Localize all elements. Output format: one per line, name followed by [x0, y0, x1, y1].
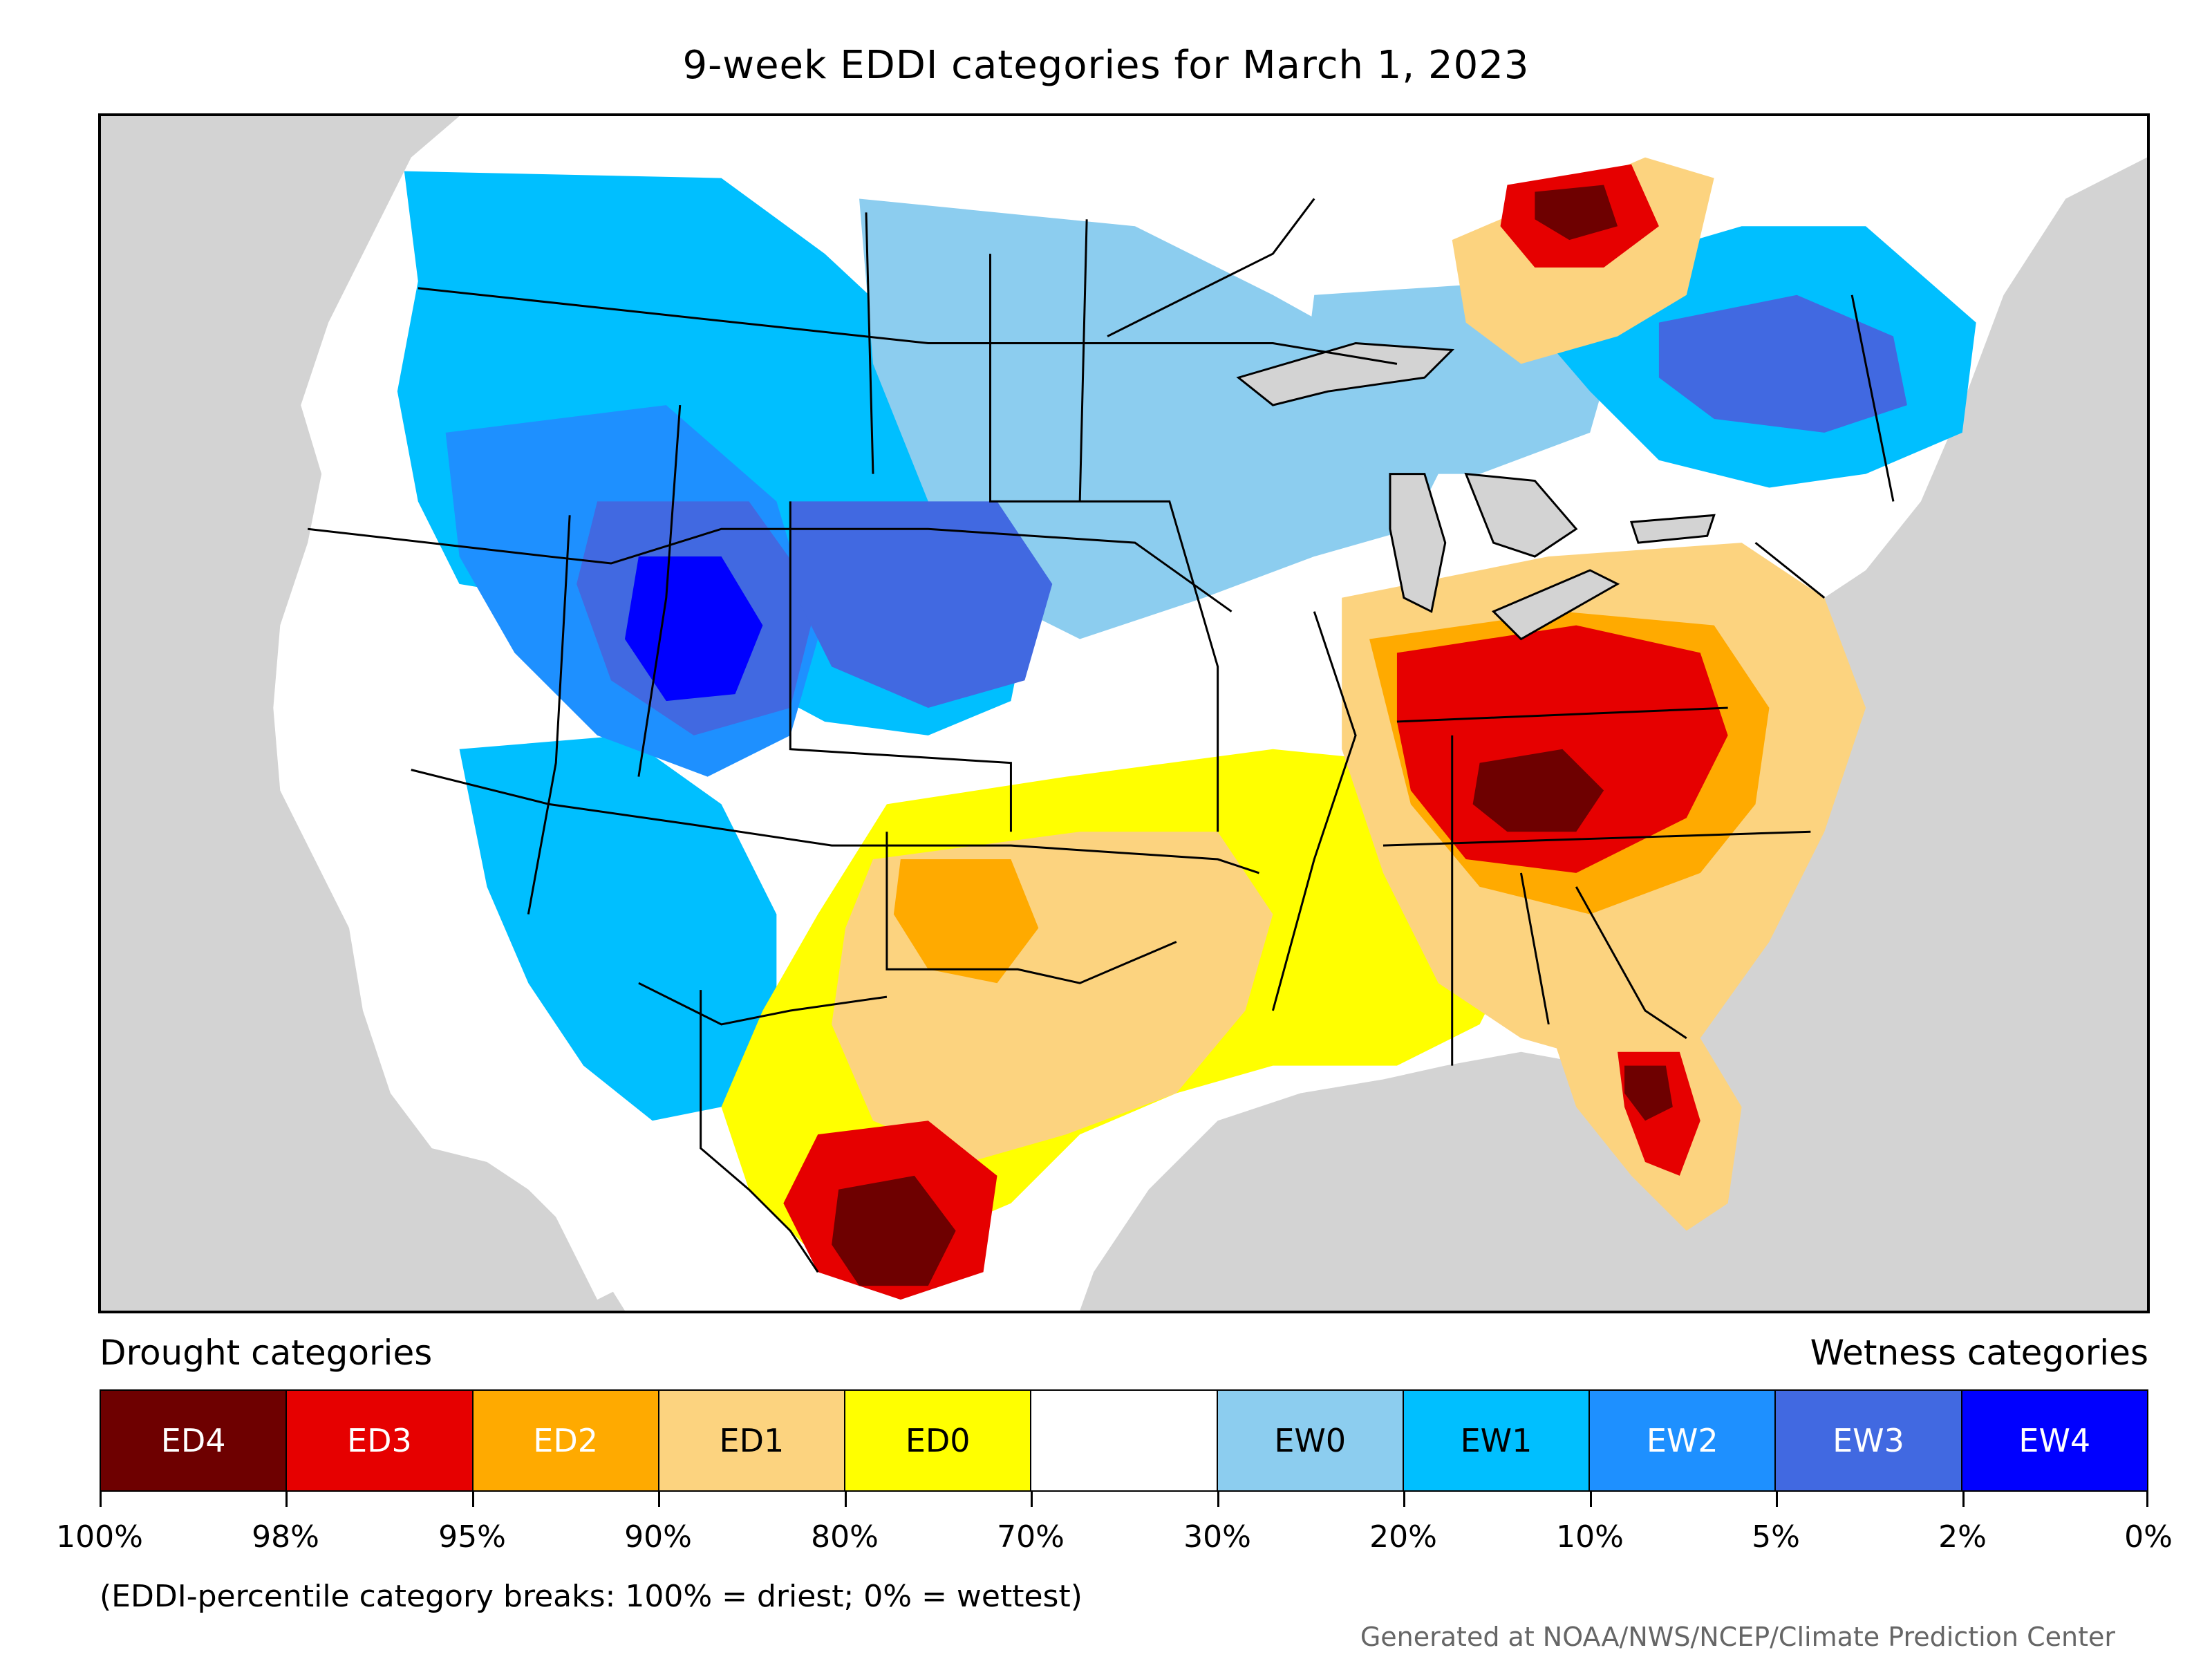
colorbar-tick — [1217, 1492, 1219, 1507]
tick-label-30: 30% — [1183, 1519, 1251, 1555]
wet-quebec-ew3 — [1658, 294, 1907, 433]
colorbar-segment-ed1: ED1 — [659, 1391, 846, 1490]
wet-west-ew1 — [459, 735, 777, 1121]
colorbar-segment-ed4: ED4 — [101, 1391, 288, 1490]
colorbar-tick — [1403, 1492, 1406, 1507]
drought-categories-heading: Drought categories — [100, 1333, 433, 1373]
colorbar-segment-ew2: EW2 — [1590, 1391, 1777, 1490]
tick-label-5: 5% — [1752, 1519, 1800, 1555]
colorbar-tick — [658, 1492, 661, 1507]
colorbar-tick — [1776, 1492, 1779, 1507]
colorbar-segment-ed0: ED0 — [845, 1391, 1032, 1490]
colorbar-ticks — [100, 1492, 2148, 1511]
colorbar-tick — [1962, 1492, 1965, 1507]
colorbar-segment-ew4: EW4 — [1962, 1391, 2147, 1490]
credit-line: Generated at NOAA/NWS/NCEP/Climate Predi… — [1360, 1622, 2115, 1652]
colorbar-segment-ew1: EW1 — [1403, 1391, 1591, 1490]
wet-utah-ew4 — [624, 556, 763, 702]
dry-kentucky-ed4 — [1472, 749, 1604, 832]
tick-label-2: 2% — [1938, 1519, 1987, 1555]
colorbar-segment-ew3: EW3 — [1776, 1391, 1962, 1490]
footnote: (EDDI-percentile category breaks: 100% =… — [100, 1579, 1082, 1614]
dry-quebec-ed4 — [1535, 185, 1618, 241]
colorbar-segment-ed3: ED3 — [287, 1391, 474, 1490]
tick-label-90: 90% — [624, 1519, 692, 1555]
colorbar-tick — [1031, 1492, 1033, 1507]
wetness-categories-heading: Wetness categories — [1810, 1333, 2148, 1373]
lake-superior — [1236, 341, 1455, 406]
colorbar-tick — [844, 1492, 847, 1507]
tick-label-95: 95% — [438, 1519, 506, 1555]
colorbar-tick — [1589, 1492, 1592, 1507]
eddi-map — [98, 113, 2150, 1313]
political-borders — [308, 198, 1895, 1273]
lake-michigan — [1389, 473, 1447, 613]
dry-texas-ed4 — [832, 1175, 956, 1286]
tick-label-98: 98% — [252, 1519, 319, 1555]
tick-label-10: 10% — [1556, 1519, 1624, 1555]
colorbar-tick — [285, 1492, 288, 1507]
colorbar-tick — [100, 1492, 102, 1507]
colorbar-tick — [2146, 1492, 2148, 1507]
tick-label-80: 80% — [811, 1519, 879, 1555]
colorbar-tick — [471, 1492, 474, 1507]
tick-label-100: 100% — [56, 1519, 143, 1555]
tick-label-0: 0% — [2124, 1519, 2173, 1555]
colorbar-segment-ed2: ED2 — [473, 1391, 659, 1490]
colorbar: ED4 ED3 ED2 ED1 ED0 EW0 EW1 EW2 EW3 EW4 — [100, 1389, 2148, 1492]
lake-huron — [1464, 472, 1578, 558]
tick-label-20: 20% — [1369, 1519, 1437, 1555]
map-canvas — [101, 116, 2147, 1311]
dry-oklahoma-ed2 — [893, 859, 1039, 984]
baja-peninsula — [487, 997, 625, 1300]
dry-florida-ed4 — [1624, 1065, 1673, 1121]
lake-ontario — [1629, 514, 1716, 544]
wet-colorado-ew3 — [790, 501, 1053, 709]
chart-title: 9-week EDDI categories for March 1, 2023 — [682, 43, 1530, 88]
lake-erie — [1491, 569, 1620, 641]
colorbar-segment-neutral — [1031, 1391, 1218, 1490]
tick-label-70: 70% — [997, 1519, 1065, 1555]
colorbar-segment-ew0: EW0 — [1217, 1391, 1404, 1490]
